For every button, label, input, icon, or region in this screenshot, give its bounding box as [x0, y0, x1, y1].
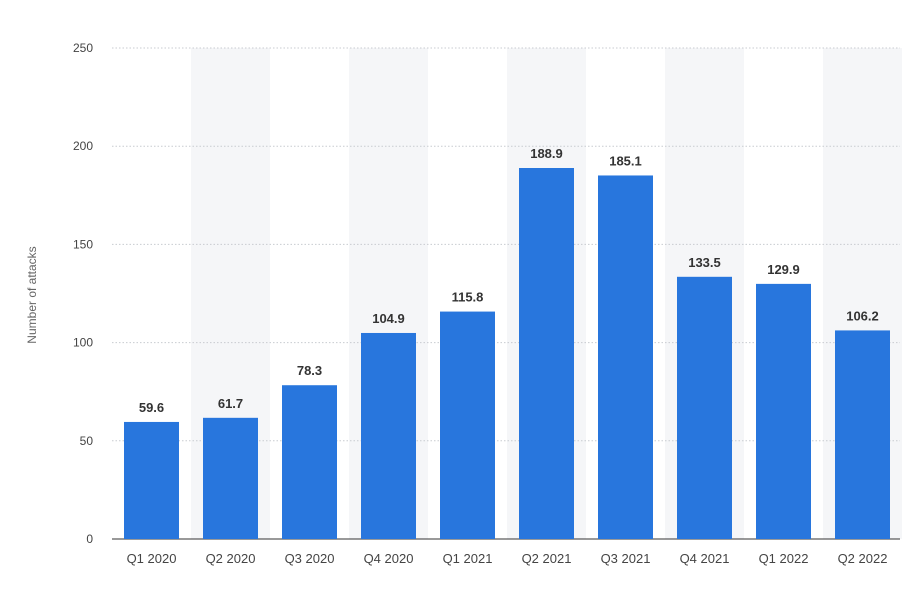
data-label: 185.1 — [609, 153, 642, 168]
y-axis-title: Number of attacks — [25, 246, 39, 344]
data-label: 78.3 — [297, 363, 322, 378]
bar-q2-2020 — [203, 417, 258, 539]
bar-q1-2020 — [124, 421, 179, 539]
data-label: 59.6 — [139, 400, 164, 415]
y-tick-label: 50 — [80, 434, 94, 448]
x-tick-label: Q1 2022 — [759, 551, 809, 566]
data-label: 104.9 — [372, 311, 405, 326]
x-tick-label: Q3 2021 — [601, 551, 651, 566]
bar-q2-2022 — [835, 330, 890, 539]
data-label: 133.5 — [688, 255, 721, 270]
x-tick-label: Q4 2021 — [680, 551, 730, 566]
data-label: 115.8 — [452, 290, 484, 305]
bar-q1-2022 — [756, 283, 811, 539]
data-label: 188.9 — [530, 146, 563, 161]
bar-q2-2021 — [519, 168, 574, 539]
y-tick-label: 150 — [73, 237, 93, 251]
y-tick-label: 250 — [73, 41, 93, 55]
y-tick-label: 200 — [73, 139, 93, 153]
data-label: 106.2 — [846, 308, 879, 323]
x-tick-label: Q1 2020 — [127, 551, 177, 566]
x-tick-label: Q4 2020 — [364, 551, 414, 566]
y-tick-label: 0 — [86, 532, 93, 546]
bar-q4-2021 — [677, 276, 732, 539]
data-label: 61.7 — [218, 396, 243, 411]
x-tick-label: Q1 2021 — [443, 551, 493, 566]
x-tick-label: Q3 2020 — [285, 551, 335, 566]
bar-q4-2020 — [361, 332, 416, 539]
x-tick-label: Q2 2022 — [838, 551, 888, 566]
y-tick-label: 100 — [73, 336, 93, 350]
data-label: 129.9 — [767, 262, 800, 277]
bar-q3-2020 — [282, 385, 337, 539]
bar-q3-2021 — [598, 175, 653, 539]
bar-q1-2021 — [440, 311, 495, 539]
x-tick-label: Q2 2020 — [206, 551, 256, 566]
x-tick-label: Q2 2021 — [522, 551, 572, 566]
